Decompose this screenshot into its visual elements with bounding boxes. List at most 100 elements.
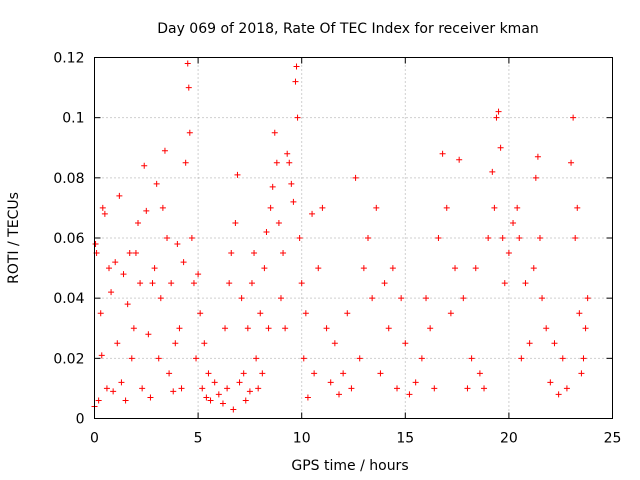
gridlines <box>94 57 613 419</box>
data-point <box>510 219 517 226</box>
data-point <box>292 78 299 85</box>
data-point <box>495 108 502 115</box>
data-point <box>99 204 106 211</box>
data-point <box>563 385 570 392</box>
data-point <box>176 325 183 332</box>
data-point <box>197 310 204 317</box>
data-point <box>166 370 173 377</box>
data-point <box>207 397 214 404</box>
data-point <box>135 219 142 226</box>
data-point <box>435 235 442 241</box>
data-point <box>92 241 99 248</box>
data-point <box>518 355 525 362</box>
data-point <box>253 355 260 362</box>
data-point <box>539 295 546 302</box>
data-point <box>257 310 264 317</box>
data-point <box>143 207 150 214</box>
data-point <box>493 114 500 121</box>
data-point <box>286 159 293 166</box>
data-point <box>574 204 581 211</box>
data-point <box>98 352 105 359</box>
data-point <box>116 192 123 199</box>
data-point <box>195 271 202 278</box>
axis-ticks <box>94 57 613 419</box>
data-point <box>97 310 104 317</box>
data-point <box>300 355 307 362</box>
data-point <box>174 241 181 248</box>
data-point <box>259 370 266 377</box>
data-point <box>186 129 193 136</box>
data-point <box>406 391 413 398</box>
data-point <box>110 388 117 395</box>
data-point <box>137 280 144 287</box>
data-point <box>203 394 210 401</box>
data-point <box>275 219 282 226</box>
data-point <box>118 379 125 386</box>
data-point <box>497 144 504 151</box>
data-point <box>288 180 295 187</box>
x-tick-label: 20 <box>500 431 518 447</box>
data-point <box>559 355 566 362</box>
data-point <box>485 235 492 241</box>
data-point <box>126 250 133 257</box>
data-point <box>514 204 521 211</box>
data-point <box>576 310 583 317</box>
data-point <box>228 250 235 257</box>
data-point <box>234 171 241 178</box>
data-point <box>385 325 392 332</box>
data-point <box>568 159 575 166</box>
data-point <box>103 385 110 392</box>
data-point <box>505 250 512 257</box>
data-point <box>128 355 135 362</box>
data-point <box>381 280 388 287</box>
x-tick-label: 0 <box>90 431 99 447</box>
data-point <box>352 174 359 181</box>
data-point <box>172 340 179 347</box>
data-point <box>365 235 372 241</box>
data-point <box>242 397 249 404</box>
data-point <box>251 250 258 257</box>
data-point <box>534 153 541 160</box>
y-tick-label: 0.08 <box>53 171 84 187</box>
x-tick-label: 15 <box>396 431 414 447</box>
data-point <box>261 265 268 272</box>
data-point <box>294 114 301 121</box>
data-point <box>532 174 539 181</box>
data-point <box>319 204 326 211</box>
data-point <box>491 204 498 211</box>
data-point <box>180 259 187 266</box>
x-tick-label: 25 <box>604 431 622 447</box>
x-tick-label: 5 <box>194 431 203 447</box>
data-point <box>224 385 231 392</box>
data-point <box>184 60 191 67</box>
data-point <box>578 370 585 377</box>
data-point <box>280 250 287 257</box>
data-point <box>226 280 233 287</box>
data-point <box>373 204 380 211</box>
data-point <box>215 391 222 398</box>
data-point <box>402 340 409 347</box>
data-point <box>555 391 562 398</box>
data-point <box>472 265 479 272</box>
data-point <box>124 301 131 308</box>
data-point <box>149 280 156 287</box>
data-point <box>499 235 506 241</box>
data-point <box>418 355 425 362</box>
data-point <box>205 370 212 377</box>
y-axis-label: ROTI / TECUs <box>6 192 22 284</box>
data-point <box>340 370 347 377</box>
data-point <box>547 379 554 386</box>
data-point <box>356 355 363 362</box>
data-point <box>580 355 587 362</box>
data-point <box>522 280 529 287</box>
data-point <box>551 340 558 347</box>
data-point <box>298 280 305 287</box>
data-point <box>293 63 300 70</box>
data-point <box>199 385 206 392</box>
data-point <box>572 235 579 241</box>
data-point <box>335 391 342 398</box>
data-point <box>95 397 102 404</box>
data-point <box>304 394 311 401</box>
data-point <box>230 406 237 413</box>
data-point <box>211 379 218 386</box>
